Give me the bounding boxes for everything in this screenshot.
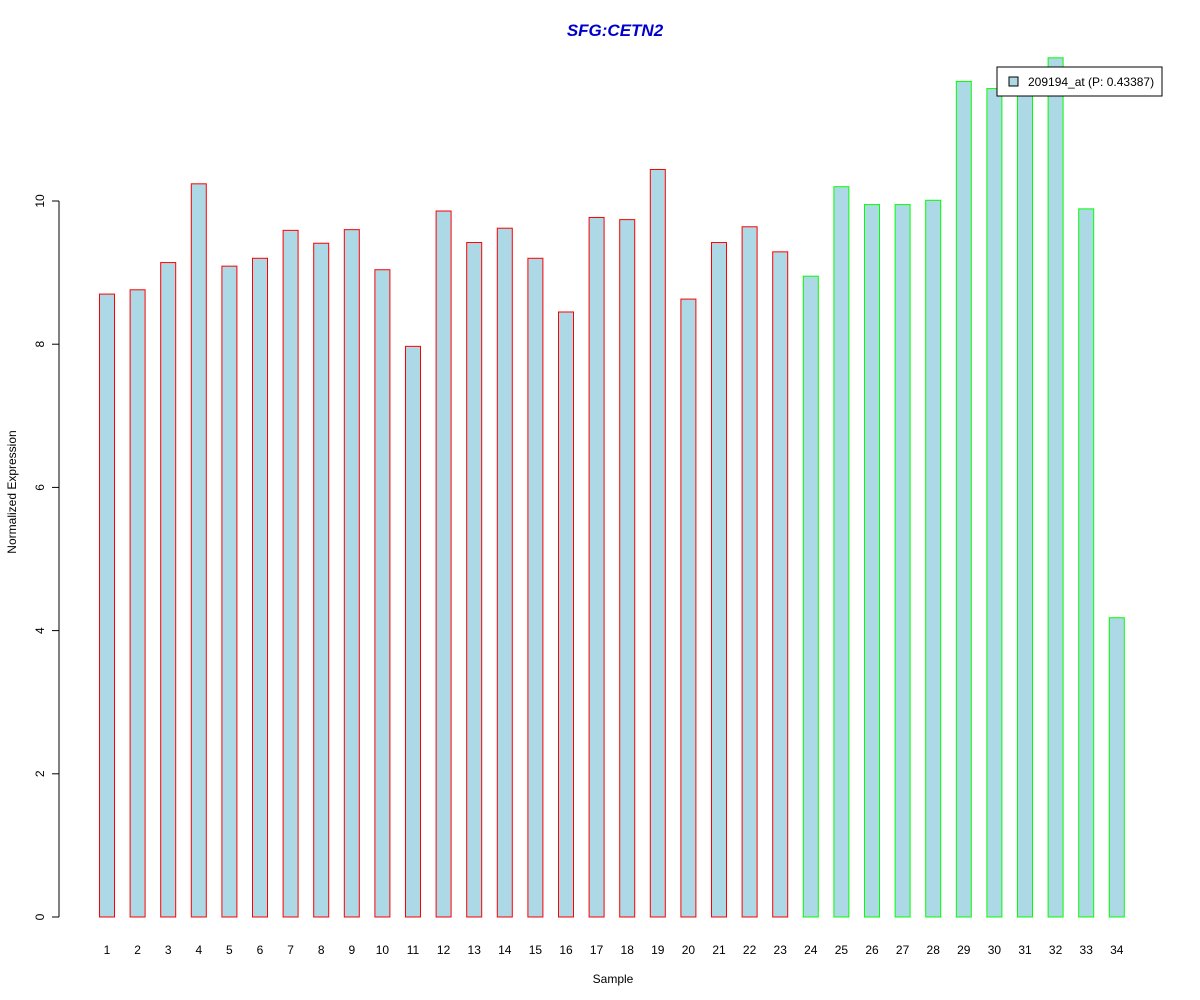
x-tick-label: 8 bbox=[318, 943, 325, 957]
bar-sample-3 bbox=[160, 262, 177, 918]
x-axis-label: Sample bbox=[593, 972, 634, 986]
bar-sample-9 bbox=[343, 229, 360, 918]
x-tick-label: 25 bbox=[835, 943, 849, 957]
bar-sample-4 bbox=[190, 183, 207, 918]
x-tick-label: 30 bbox=[988, 943, 1002, 957]
x-tick-label: 26 bbox=[865, 943, 879, 957]
bar-sample-17 bbox=[588, 216, 605, 918]
x-tick-label: 1 bbox=[104, 943, 111, 957]
bar-sample-16 bbox=[558, 311, 574, 918]
legend-entry-label: 209194_at (P: 0.43387) bbox=[1028, 75, 1154, 89]
x-tick-label: 10 bbox=[376, 943, 390, 957]
x-tick-label: 27 bbox=[896, 943, 910, 957]
bar-sample-2 bbox=[129, 289, 146, 918]
bar-sample-8 bbox=[313, 242, 330, 918]
bar-sample-6 bbox=[252, 257, 268, 918]
bar-sample-33 bbox=[1078, 208, 1095, 918]
x-tick-label: 23 bbox=[774, 943, 788, 957]
bar-sample-11 bbox=[405, 345, 421, 918]
bar-sample-25 bbox=[833, 186, 850, 918]
x-tick-label: 4 bbox=[195, 943, 202, 957]
legend-box bbox=[996, 66, 1163, 97]
x-tick-label: 3 bbox=[165, 943, 172, 957]
x-tick-label: 19 bbox=[651, 943, 665, 957]
bar-sample-14 bbox=[496, 227, 513, 918]
bar-sample-22 bbox=[741, 226, 758, 918]
y-tick-label: 8 bbox=[33, 341, 47, 348]
y-tick-label: 6 bbox=[33, 484, 47, 491]
x-tick-label: 32 bbox=[1049, 943, 1063, 957]
bar-sample-5 bbox=[221, 265, 238, 918]
x-tick-label: 7 bbox=[287, 943, 294, 957]
legend: 209194_at (P: 0.43387) bbox=[996, 66, 1163, 97]
bar-sample-1 bbox=[99, 293, 115, 918]
bar-sample-27 bbox=[894, 204, 911, 918]
bar-sample-7 bbox=[282, 229, 299, 918]
legend-swatch bbox=[1008, 76, 1019, 87]
y-tick-label: 10 bbox=[33, 194, 47, 208]
bar-sample-15 bbox=[527, 257, 544, 918]
y-axis-label: Normalized Expression bbox=[5, 430, 19, 553]
x-tick-label: 33 bbox=[1080, 943, 1094, 957]
x-tick-label: 16 bbox=[559, 943, 573, 957]
x-tick-label: 28 bbox=[927, 943, 941, 957]
bar-sample-12 bbox=[435, 210, 452, 918]
bar-sample-10 bbox=[374, 269, 391, 918]
bar-sample-20 bbox=[680, 298, 697, 918]
x-tick-label: 18 bbox=[621, 943, 635, 957]
y-axis: 0 2 4 6 8 10 bbox=[33, 194, 60, 920]
x-tick-label: 34 bbox=[1110, 943, 1124, 957]
bars-group bbox=[99, 57, 1125, 918]
x-tick-label: 14 bbox=[498, 943, 512, 957]
bar-sample-34 bbox=[1108, 617, 1125, 918]
y-tick-label: 0 bbox=[33, 913, 47, 920]
x-tick-label: 2 bbox=[134, 943, 141, 957]
bar-sample-28 bbox=[925, 199, 942, 918]
bar-sample-32 bbox=[1047, 57, 1064, 918]
x-tick-label: 6 bbox=[257, 943, 264, 957]
chart-title: SFG:CETN2 bbox=[567, 21, 664, 40]
x-axis-tick-labels: 1 2 3 4 5 6 7 8 9 10 11 12 13 14 15 16 17 18 19 20 21 22 23 24 2… bbox=[104, 943, 1124, 957]
bar-sample-21 bbox=[711, 242, 727, 918]
x-tick-label: 13 bbox=[468, 943, 482, 957]
bar-sample-18 bbox=[619, 219, 636, 918]
x-tick-label: 15 bbox=[529, 943, 543, 957]
x-tick-label: 17 bbox=[590, 943, 604, 957]
x-tick-label: 20 bbox=[682, 943, 696, 957]
y-tick-label: 4 bbox=[33, 627, 47, 634]
bar-sample-30 bbox=[986, 88, 1003, 918]
bar-sample-19 bbox=[649, 168, 666, 918]
bar-sample-24 bbox=[802, 275, 819, 918]
x-tick-label: 5 bbox=[226, 943, 233, 957]
bar-sample-29 bbox=[955, 80, 972, 918]
x-tick-label: 22 bbox=[743, 943, 757, 957]
x-tick-label: 9 bbox=[348, 943, 355, 957]
x-tick-label: 12 bbox=[437, 943, 451, 957]
x-tick-label: 29 bbox=[957, 943, 971, 957]
y-tick-label: 2 bbox=[33, 770, 47, 777]
bar-sample-13 bbox=[466, 242, 483, 918]
x-tick-label: 24 bbox=[804, 943, 818, 957]
x-tick-label: 11 bbox=[407, 943, 420, 957]
bar-sample-23 bbox=[772, 251, 789, 918]
x-tick-label: 31 bbox=[1018, 943, 1032, 957]
bar-sample-31 bbox=[1017, 66, 1033, 918]
bar-sample-26 bbox=[864, 204, 880, 918]
x-tick-label: 21 bbox=[712, 943, 726, 957]
